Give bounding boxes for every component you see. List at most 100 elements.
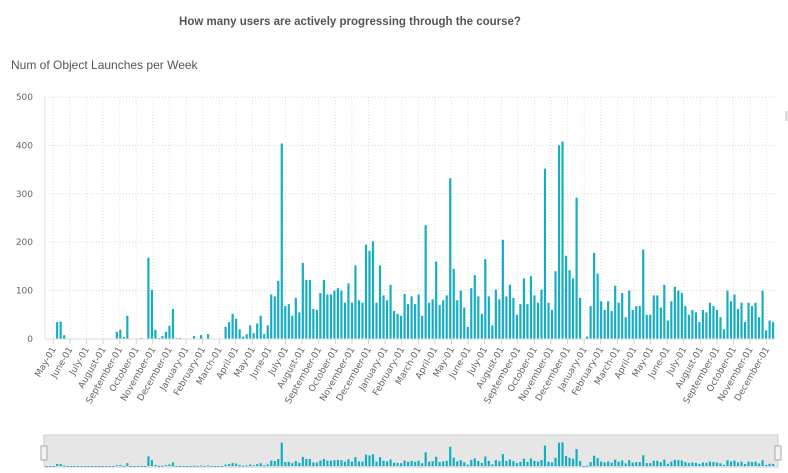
bar[interactable] bbox=[656, 295, 659, 339]
bar[interactable] bbox=[308, 279, 311, 339]
bar[interactable] bbox=[638, 306, 641, 339]
navigator-left-handle[interactable] bbox=[40, 445, 48, 461]
bar[interactable] bbox=[596, 273, 599, 339]
bar[interactable] bbox=[722, 329, 726, 339]
bar[interactable] bbox=[291, 315, 294, 339]
bar[interactable] bbox=[305, 279, 308, 339]
bar[interactable] bbox=[171, 308, 175, 339]
bar[interactable] bbox=[473, 275, 476, 339]
bar[interactable] bbox=[610, 310, 613, 339]
bar[interactable] bbox=[154, 329, 157, 339]
bar[interactable] bbox=[498, 299, 501, 339]
bar[interactable] bbox=[252, 333, 255, 339]
bar[interactable] bbox=[287, 304, 290, 339]
bar[interactable] bbox=[396, 313, 399, 339]
bars[interactable] bbox=[56, 141, 775, 340]
bar[interactable] bbox=[684, 306, 687, 339]
bar[interactable] bbox=[642, 249, 645, 339]
bar[interactable] bbox=[161, 336, 164, 339]
bar[interactable] bbox=[224, 326, 227, 339]
bar[interactable] bbox=[400, 315, 403, 339]
bar[interactable] bbox=[568, 270, 571, 339]
bar[interactable] bbox=[435, 261, 438, 339]
bar[interactable] bbox=[63, 335, 66, 339]
bar[interactable] bbox=[512, 297, 515, 339]
bar[interactable] bbox=[607, 301, 610, 339]
bar[interactable] bbox=[238, 329, 241, 339]
scroll-grip[interactable] bbox=[785, 111, 788, 121]
bar[interactable] bbox=[589, 306, 592, 339]
bar[interactable] bbox=[364, 244, 368, 339]
bar[interactable] bbox=[635, 306, 638, 339]
bar[interactable] bbox=[270, 294, 273, 339]
bar[interactable] bbox=[122, 337, 125, 339]
bar[interactable] bbox=[385, 300, 389, 339]
bar[interactable] bbox=[280, 143, 283, 339]
bar[interactable] bbox=[456, 300, 459, 339]
bar[interactable] bbox=[578, 297, 582, 339]
bar[interactable] bbox=[263, 334, 266, 339]
bar[interactable] bbox=[382, 295, 385, 339]
bar[interactable] bbox=[403, 293, 406, 339]
bar[interactable] bbox=[322, 279, 325, 339]
bar[interactable] bbox=[765, 330, 768, 339]
bar[interactable] bbox=[245, 334, 248, 339]
bar[interactable] bbox=[694, 312, 697, 339]
bar[interactable] bbox=[459, 290, 462, 339]
bar[interactable] bbox=[424, 225, 427, 339]
bar[interactable] bbox=[571, 278, 575, 340]
bar[interactable] bbox=[357, 300, 361, 339]
bar[interactable] bbox=[273, 296, 276, 339]
bar[interactable] bbox=[743, 322, 747, 339]
bar[interactable] bbox=[631, 309, 634, 339]
bar[interactable] bbox=[649, 314, 652, 339]
bar[interactable] bbox=[501, 239, 504, 339]
bar[interactable] bbox=[354, 265, 357, 339]
bar[interactable] bbox=[575, 197, 578, 339]
bar[interactable] bbox=[392, 310, 396, 339]
bar[interactable] bbox=[56, 322, 59, 339]
bar[interactable] bbox=[329, 294, 332, 339]
bar[interactable] bbox=[617, 302, 620, 339]
bar[interactable] bbox=[206, 334, 210, 339]
bar[interactable] bbox=[126, 315, 129, 339]
bar[interactable] bbox=[301, 263, 304, 339]
bar[interactable] bbox=[691, 309, 694, 339]
bar[interactable] bbox=[508, 284, 511, 339]
bar[interactable] bbox=[561, 141, 564, 339]
bar[interactable] bbox=[614, 285, 617, 339]
bar[interactable] bbox=[470, 288, 473, 339]
bar[interactable] bbox=[603, 309, 606, 339]
bar[interactable] bbox=[199, 335, 203, 339]
bar[interactable] bbox=[673, 286, 676, 339]
bar[interactable] bbox=[659, 307, 662, 339]
bar[interactable] bbox=[564, 255, 568, 339]
bar[interactable] bbox=[150, 290, 153, 339]
bar[interactable] bbox=[449, 178, 452, 339]
bar[interactable] bbox=[266, 325, 269, 339]
bar[interactable] bbox=[554, 271, 557, 339]
bar[interactable] bbox=[757, 317, 761, 339]
bar[interactable] bbox=[526, 304, 529, 339]
bar[interactable] bbox=[259, 315, 262, 339]
bar[interactable] bbox=[666, 320, 669, 339]
bar[interactable] bbox=[319, 293, 322, 339]
bar[interactable] bbox=[522, 278, 526, 340]
bar[interactable] bbox=[389, 284, 392, 339]
bar[interactable] bbox=[326, 294, 329, 339]
bar[interactable] bbox=[466, 326, 469, 339]
bar[interactable] bbox=[231, 313, 234, 339]
bar[interactable] bbox=[687, 314, 690, 339]
bar[interactable] bbox=[698, 322, 701, 339]
bar[interactable] bbox=[375, 302, 378, 339]
bar[interactable] bbox=[772, 322, 775, 339]
bar[interactable] bbox=[652, 295, 655, 339]
bar[interactable] bbox=[298, 312, 301, 339]
bar[interactable] bbox=[431, 299, 434, 339]
bar[interactable] bbox=[417, 294, 420, 339]
bar[interactable] bbox=[491, 325, 494, 339]
bar[interactable] bbox=[663, 284, 666, 339]
bar[interactable] bbox=[452, 268, 455, 339]
bar[interactable] bbox=[164, 331, 168, 339]
bar[interactable] bbox=[529, 276, 533, 339]
